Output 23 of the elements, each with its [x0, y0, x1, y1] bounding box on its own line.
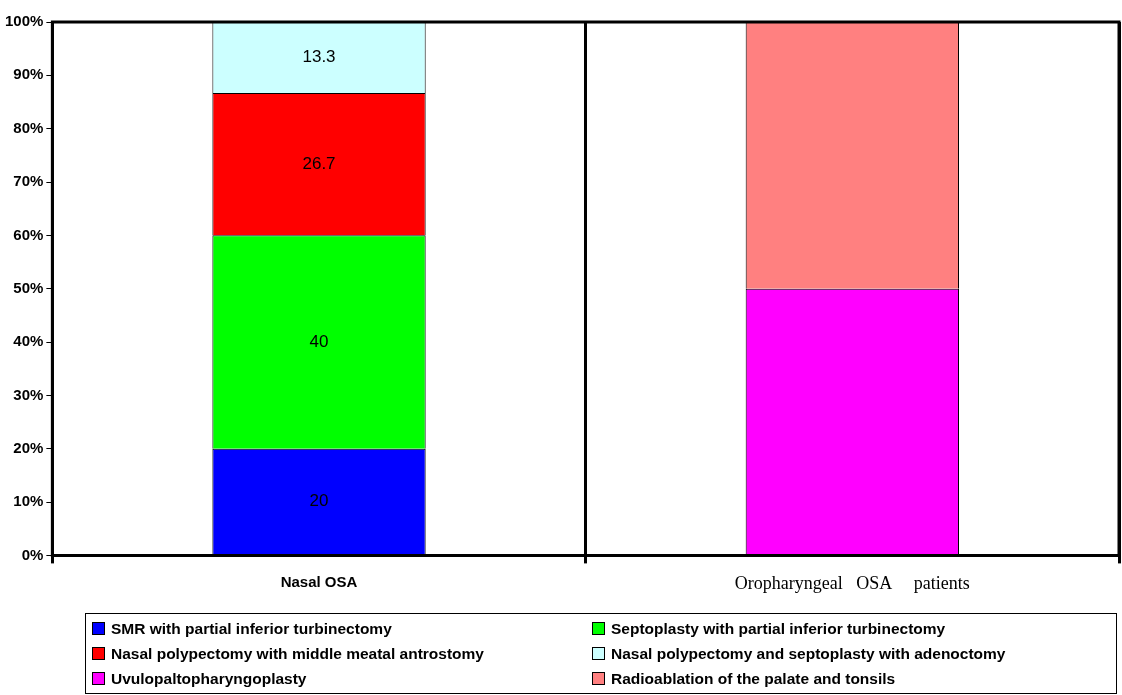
legend-label: Septoplasty with partial inferior turbinectomy [611, 619, 946, 638]
x-tick-label: Oropharyngeal OSA patients [734, 572, 970, 593]
legend-label: Uvulopaltopharyngoplasty [111, 669, 307, 688]
y-tick-label: 40% [13, 332, 44, 350]
data-label: 13.3 [302, 47, 336, 67]
legend-label: Nasal polypectomy with middle meatal antrostomy [111, 644, 484, 663]
x-tick-label: Nasal OSA [280, 572, 358, 590]
y-tick-label: 20% [13, 438, 44, 456]
y-tick-label: 70% [13, 172, 44, 190]
data-label: 26.7 [302, 153, 336, 173]
y-tick-label: 50% [13, 278, 44, 296]
legend-label: SMR with partial inferior turbinectomy [111, 619, 392, 638]
y-tick-label: 60% [13, 225, 44, 243]
y-tick-label: 100% [4, 12, 44, 30]
y-tick-label: 30% [13, 385, 44, 403]
legend-label: Nasal polypectomy and septoplasty with adenoctomy [611, 644, 1006, 663]
y-tick-label: 80% [13, 118, 44, 136]
y-tick-label: 0% [21, 545, 44, 563]
y-tick-label: 90% [13, 65, 44, 83]
data-label: 40 [309, 331, 329, 351]
legend-label: Radioablation of the palate and tonsils [611, 669, 896, 688]
data-label: 20 [309, 491, 329, 511]
y-tick-label: 10% [13, 492, 44, 510]
